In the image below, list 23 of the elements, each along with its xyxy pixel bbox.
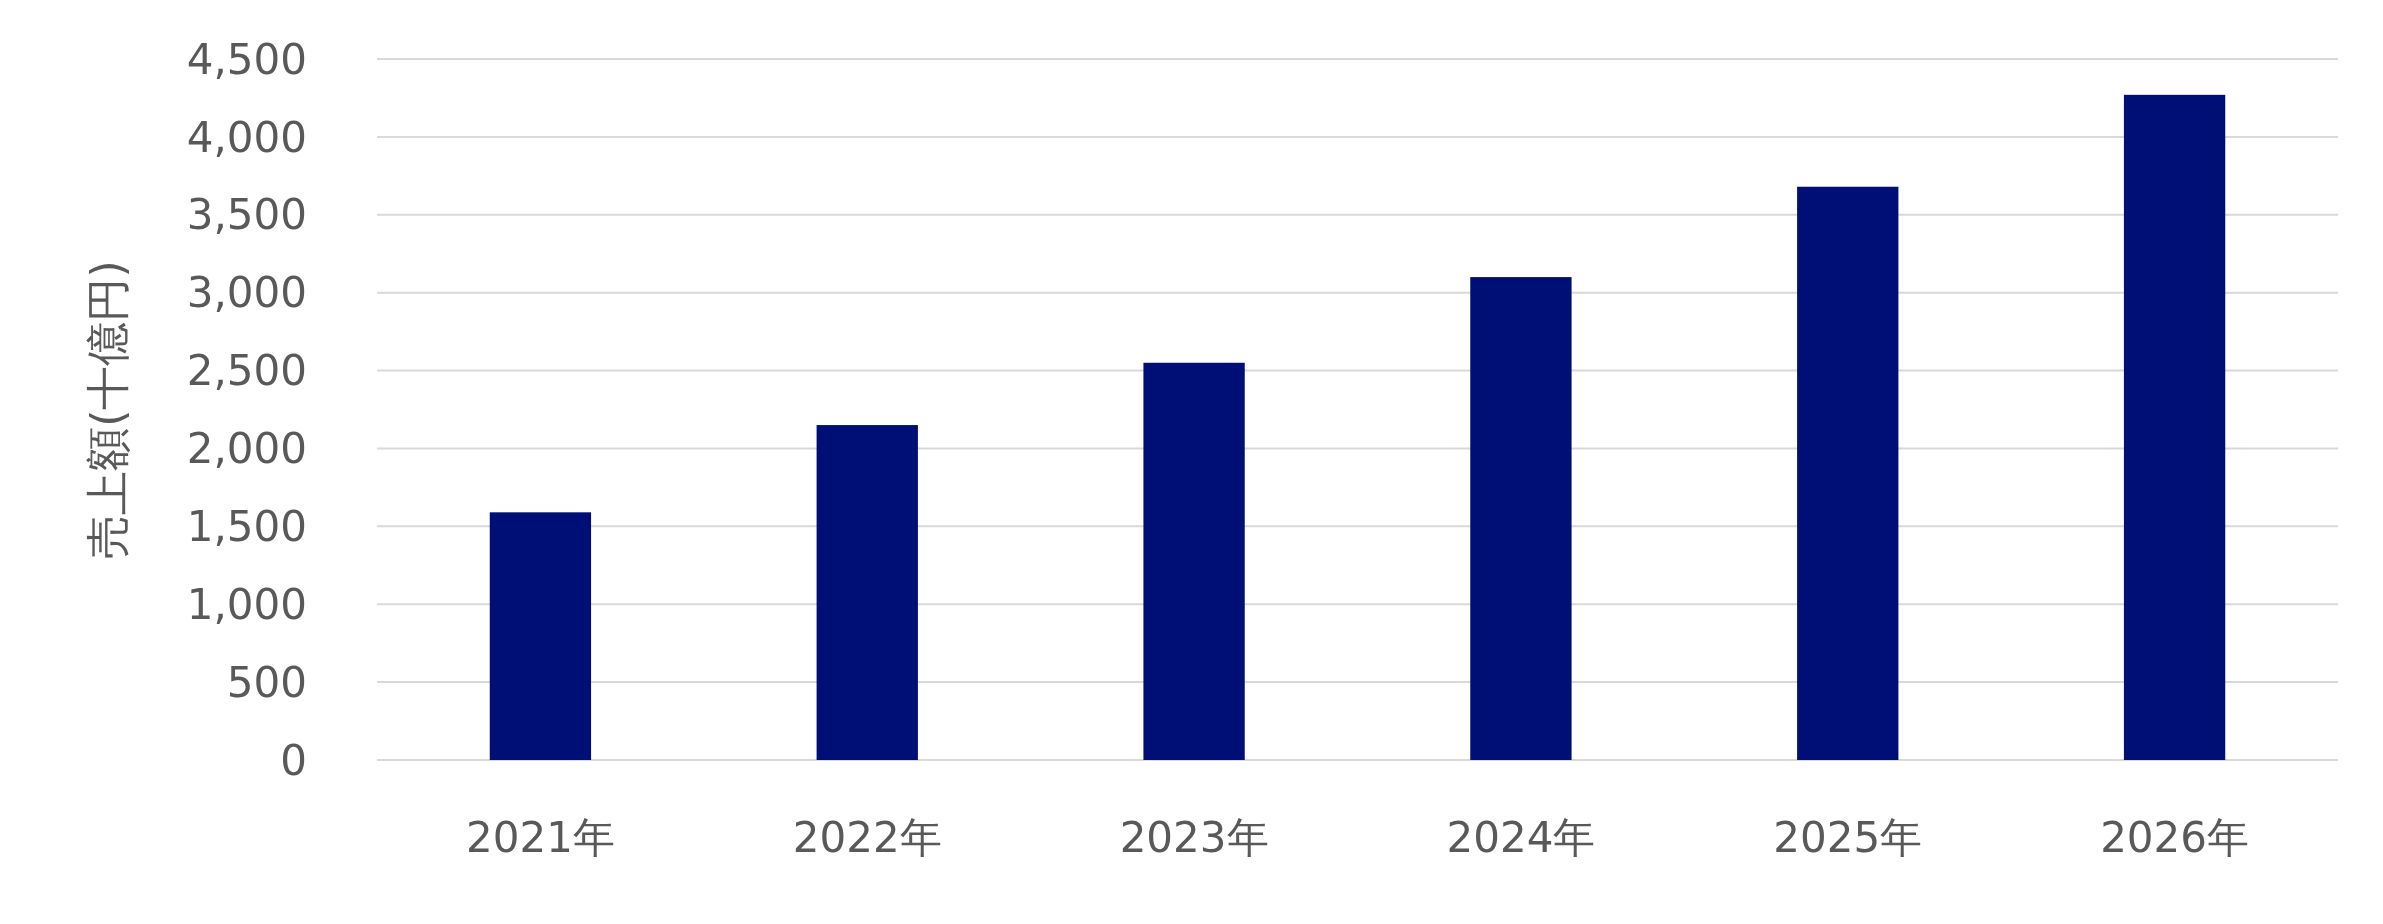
y-tick-label: 3,000 xyxy=(186,268,307,318)
y-tick-label: 3,500 xyxy=(186,190,307,240)
x-tick-label: 2025年 xyxy=(1773,813,1923,862)
y-tick-label: 2,500 xyxy=(186,346,307,396)
x-tick-label: 2021年 xyxy=(465,813,615,862)
bar xyxy=(1797,186,1899,760)
y-tick-label: 2,000 xyxy=(186,424,307,474)
x-tick-label: 2023年 xyxy=(1119,813,1269,862)
y-tick-label: 1,500 xyxy=(186,502,307,552)
bar xyxy=(816,425,918,760)
y-tick-label: 0 xyxy=(280,735,307,785)
bar xyxy=(2123,94,2226,760)
y-tick-label: 1,000 xyxy=(186,579,307,629)
y-tick-label: 4,500 xyxy=(186,34,307,84)
bar xyxy=(1143,362,1245,760)
bar xyxy=(489,512,592,760)
x-tick-label: 2024年 xyxy=(1446,813,1596,862)
x-tick-label: 2026年 xyxy=(2100,813,2250,862)
bar xyxy=(1470,277,1572,760)
y-tick-label: 500 xyxy=(226,657,307,707)
x-tick-label: 2022年 xyxy=(792,813,942,862)
y-tick-label: 4,000 xyxy=(186,112,307,162)
y-axis-title: 売上額(十億円) xyxy=(82,260,134,559)
